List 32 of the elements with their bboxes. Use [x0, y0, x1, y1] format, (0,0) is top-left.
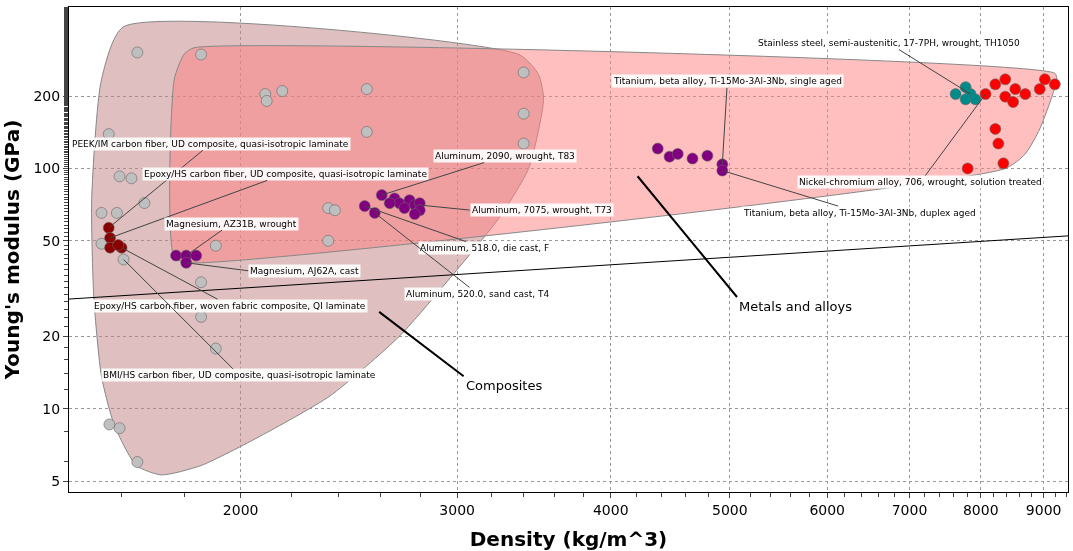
x-tick-label: 5000 — [712, 501, 748, 518]
x-tick-label: 6000 — [809, 501, 846, 518]
annotation: Epoxy/HS carbon fiber, UD composite, quasi-isotropic laminate — [144, 169, 428, 179]
annotation: Aluminum, 520.0, sand cast, T4 — [406, 289, 550, 299]
annotation: Metals and alloys — [739, 299, 853, 314]
x-tick-label: 2000 — [222, 501, 259, 518]
annotation: Nickel-chromium alloy, 706, wrought, solution treated — [799, 177, 1042, 187]
y-tick-label: 20 — [42, 328, 61, 345]
x-tick-label: 9000 — [1025, 501, 1062, 518]
annotation: PEEK/IM carbon fiber, UD composite, quasi-isotropic laminate — [72, 139, 349, 149]
annotation: Magnesium, AJ62A, cast — [250, 266, 359, 276]
annotation: Aluminum, 2090, wrought, T83 — [435, 151, 575, 161]
annotation: Stainless steel, semi-austenitic, 17-7PH, wrought, TH1050 — [758, 38, 1020, 48]
y-axis-title: Young's modulus (GPa) — [0, 119, 24, 381]
annotation: Magnesium, AZ31B, wrought — [166, 219, 297, 229]
x-tick-label: 7000 — [891, 501, 928, 518]
annotation: Composites — [466, 378, 543, 393]
y-tick-label: 10 — [42, 400, 61, 417]
annotation: Titanium, beta alloy, Ti-15Mo-3Al-3Nb, single aged — [613, 76, 843, 86]
y-tick-label: 100 — [33, 160, 61, 177]
y-tick-label: 200 — [33, 88, 61, 105]
y-tick-label: 50 — [42, 232, 61, 249]
annotation: BMI/HS carbon fiber, UD composite, quasi-isotropic laminate — [103, 370, 376, 380]
annotation: Aluminum, 518.0, die cast, F — [420, 243, 550, 253]
annotation: Epoxy/HS carbon fiber, woven fabric composite, QI laminate — [94, 301, 366, 311]
x-tick-label: 3000 — [439, 501, 475, 518]
y-tick-label: 5 — [51, 472, 61, 489]
x-tick-label: 4000 — [592, 501, 629, 518]
x-axis-title: Density (kg/m^3) — [469, 527, 668, 551]
x-tick-label: 8000 — [962, 501, 999, 518]
annotation: Aluminum, 7075, wrought, T73 — [472, 205, 612, 215]
annotation: Titanium, beta alloy, Ti-15Mo-3Al-3Nb, duplex aged — [743, 208, 976, 218]
